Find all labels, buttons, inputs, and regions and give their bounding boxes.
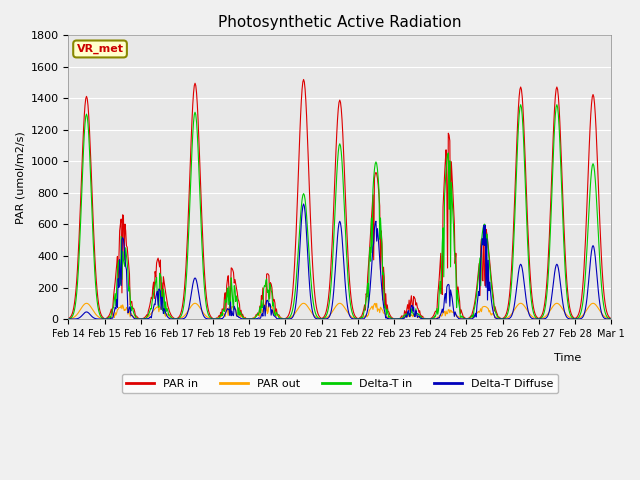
PAR in bbox=[300, 77, 307, 83]
Line: Delta-T Diffuse: Delta-T Diffuse bbox=[68, 204, 611, 319]
Line: PAR in: PAR in bbox=[68, 80, 611, 319]
Delta-T Diffuse bbox=[214, 316, 222, 322]
Delta-T Diffuse bbox=[607, 316, 614, 322]
X-axis label: Time: Time bbox=[554, 353, 581, 363]
PAR in bbox=[607, 315, 614, 321]
Text: VR_met: VR_met bbox=[77, 44, 124, 54]
PAR out bbox=[186, 305, 194, 311]
PAR in bbox=[214, 316, 221, 322]
Delta-T in bbox=[405, 312, 413, 317]
Delta-T Diffuse bbox=[65, 316, 72, 322]
PAR in bbox=[422, 316, 429, 322]
PAR out bbox=[74, 310, 82, 316]
Delta-T Diffuse bbox=[407, 306, 415, 312]
PAR out bbox=[83, 300, 90, 306]
Delta-T Diffuse bbox=[422, 316, 430, 322]
PAR out bbox=[65, 316, 72, 322]
Delta-T Diffuse bbox=[209, 316, 217, 322]
Delta-T Diffuse bbox=[300, 201, 307, 207]
Delta-T Diffuse bbox=[130, 315, 138, 321]
Delta-T in bbox=[130, 311, 138, 317]
PAR out bbox=[407, 312, 415, 317]
PAR out bbox=[391, 316, 399, 322]
Delta-T Diffuse bbox=[74, 315, 82, 321]
PAR in bbox=[185, 195, 193, 201]
Legend: PAR in, PAR out, Delta-T in, Delta-T Diffuse: PAR in, PAR out, Delta-T in, Delta-T Dif… bbox=[122, 374, 558, 393]
Y-axis label: PAR (umol/m2/s): PAR (umol/m2/s) bbox=[15, 131, 25, 224]
Delta-T in bbox=[74, 270, 82, 276]
PAR out bbox=[214, 315, 222, 321]
PAR in bbox=[130, 306, 138, 312]
PAR out bbox=[131, 314, 139, 320]
PAR out bbox=[607, 316, 614, 322]
PAR in bbox=[65, 316, 72, 322]
Line: Delta-T in: Delta-T in bbox=[68, 105, 611, 319]
Line: PAR out: PAR out bbox=[68, 303, 611, 319]
PAR in bbox=[426, 316, 433, 322]
Delta-T in bbox=[214, 316, 221, 322]
Delta-T in bbox=[65, 316, 72, 322]
Title: Photosynthetic Active Radiation: Photosynthetic Active Radiation bbox=[218, 15, 461, 30]
Delta-T Diffuse bbox=[185, 304, 193, 310]
PAR in bbox=[74, 253, 82, 259]
Delta-T in bbox=[185, 222, 193, 228]
Delta-T in bbox=[517, 102, 525, 108]
Delta-T in bbox=[421, 316, 429, 322]
Delta-T in bbox=[426, 316, 433, 322]
PAR in bbox=[406, 309, 413, 314]
PAR out bbox=[422, 316, 430, 322]
Delta-T in bbox=[607, 316, 614, 322]
